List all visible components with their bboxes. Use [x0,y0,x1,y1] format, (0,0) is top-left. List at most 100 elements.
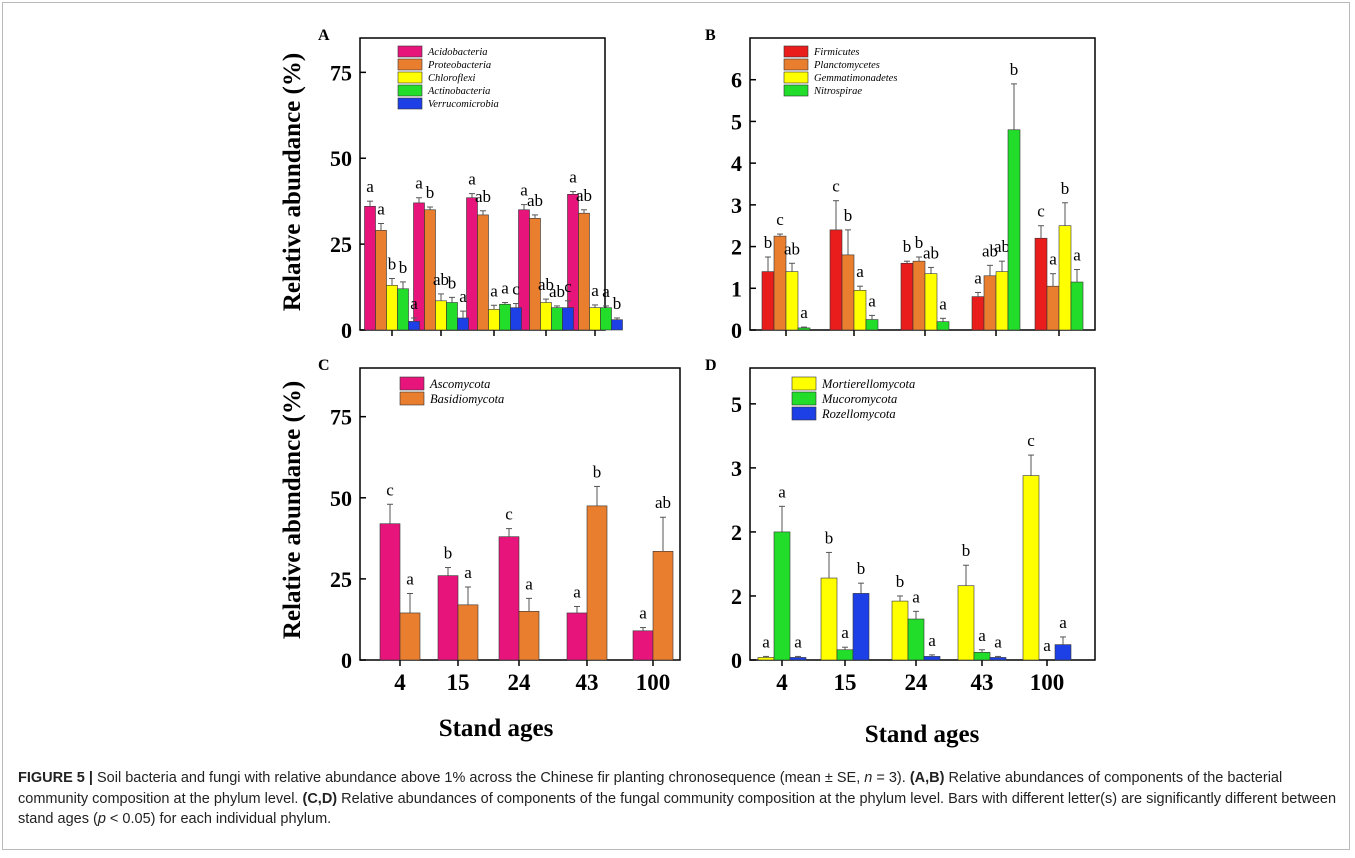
y-tick-label: 25 [330,567,352,592]
legend-label: Chloroflexi [428,73,476,84]
significance-letter: b [593,462,602,481]
significance-letter: a [464,563,472,582]
legend-label: Rozellomycota [821,407,896,421]
significance-letter: ab [982,241,998,260]
significance-letter: a [501,279,509,298]
significance-letter: c [832,177,840,196]
bar [789,657,807,661]
x-tick-label: 100 [1030,670,1065,695]
y-tick-label: 50 [330,486,352,511]
legend-swatch [397,58,423,71]
bar [785,271,799,331]
significance-letter: a [573,582,581,601]
significance-letter: c [564,277,572,296]
bar [757,657,775,661]
bar [499,303,511,331]
significance-letter: a [525,574,533,593]
bar [983,275,997,331]
bar [829,229,843,331]
y-tick-label: 5 [731,109,742,134]
bar [466,197,478,331]
significance-letter: ab [655,493,671,512]
panel-letter: D [705,357,717,374]
bar [907,618,925,661]
significance-letter: a [468,170,476,189]
significance-letter: a [490,281,498,300]
legend-swatch [399,391,425,406]
caption-figure-label: FIGURE 5 | [18,770,93,786]
legend-label: Mortierellomycota [821,377,915,391]
significance-letter: c [505,505,513,524]
significance-letter: b [857,559,866,578]
bar [900,262,914,331]
y-tick-label: 50 [330,146,352,171]
bar [379,523,401,661]
bar [1058,225,1072,331]
bar [989,657,1007,661]
bar [600,307,612,331]
bar [971,296,985,331]
significance-letter: b [915,233,924,252]
significance-letter: a [974,268,982,287]
x-tick-label: 43 [971,670,994,695]
caption-text-2: = 3). [872,770,910,786]
bar [562,307,574,331]
bar [924,273,938,331]
significance-letter: a [928,631,936,650]
significance-letter: c [386,480,394,499]
bar [375,230,387,331]
legend-swatch [783,58,809,71]
y-tick-label: 0 [731,648,742,673]
significance-letter: b [388,254,397,273]
legend-swatch [397,45,423,58]
bar [408,321,420,331]
legend-label: Nitrospirae [813,86,862,97]
significance-letter: a [1043,636,1051,655]
x-tick-label: 15 [834,670,857,695]
bar [364,206,376,331]
y-tick-label: 3 [731,193,742,218]
significance-letter: a [939,294,947,313]
legend-swatch [397,71,423,84]
bar [865,319,879,331]
legend-swatch [783,45,809,58]
bar [551,307,563,331]
y-axis-label-bottom: Relative abundance (%) [279,381,306,639]
legend-label: Ascomycota [429,377,490,391]
bar [995,271,1009,331]
x-tick-label: 4 [394,670,406,695]
legend-swatch [783,84,809,97]
significance-letter: ab [576,186,592,205]
bar [773,531,791,661]
bar [498,536,520,661]
bar [820,577,838,661]
significance-letter: a [410,294,418,313]
caption-ab-label: (A,B) [909,770,945,786]
bar [399,612,421,661]
bar [386,285,398,331]
significance-letter: c [776,210,784,229]
significance-letter: b [962,541,971,560]
caption-p-variable: p [97,811,106,827]
bar [957,585,975,661]
bar [457,317,469,331]
y-tick-label: 75 [330,60,352,85]
figure-caption: FIGURE 5 | Soil bacteria and fungi with … [18,768,1338,830]
bar [488,309,500,331]
y-tick-label: 6 [731,68,742,93]
x-axis-label-left: Stand ages [439,715,554,742]
significance-letter: a [377,200,385,219]
bar [836,649,854,661]
significance-letter: ab [527,191,543,210]
significance-letter: b [825,528,834,547]
x-axis-label-right: Stand ages [865,721,980,748]
significance-letter: a [520,181,528,200]
bar [397,288,409,331]
significance-letter: ab [433,270,449,289]
legend-label: Basidiomycota [430,392,504,406]
legend-label: Mucoromycota [821,392,897,406]
significance-letter: a [1049,250,1057,269]
